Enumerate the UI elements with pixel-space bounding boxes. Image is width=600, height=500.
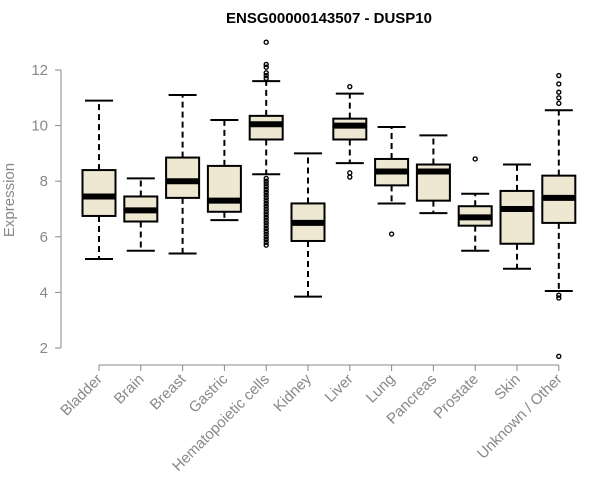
box-group — [290, 152, 326, 298]
outlier-point — [263, 225, 269, 232]
outlier-point — [263, 72, 269, 79]
outlier-point — [263, 189, 269, 196]
x-tick-label: Breast — [147, 370, 190, 413]
outlier-point — [556, 89, 562, 95]
outlier-point — [263, 39, 269, 45]
y-tick-label: 6 — [40, 229, 48, 246]
outlier-point — [263, 186, 269, 193]
x-tick-label: Prostate — [430, 371, 482, 423]
box — [499, 189, 535, 245]
y-tick-label: 10 — [31, 118, 48, 135]
x-tick-label: Bladder — [57, 371, 106, 420]
box-group — [206, 119, 242, 222]
outlier-point — [263, 239, 269, 246]
outlier-point — [263, 222, 269, 229]
outlier-point — [556, 353, 562, 360]
box-group — [165, 94, 201, 255]
outlier-point — [347, 83, 353, 90]
outlier-point — [263, 70, 269, 76]
box-group — [457, 156, 493, 252]
outlier-point — [556, 100, 562, 107]
plot-area — [81, 39, 577, 360]
outlier-point — [263, 236, 269, 243]
box-group — [81, 99, 117, 261]
outlier-point — [263, 217, 269, 223]
box — [81, 169, 117, 217]
box — [206, 164, 242, 213]
outlier-point — [556, 292, 562, 298]
box-group — [415, 134, 451, 215]
outlier-point — [388, 231, 395, 237]
box — [248, 114, 284, 141]
outlier-point — [263, 228, 269, 234]
outlier-point — [263, 178, 269, 184]
outlier-point — [263, 209, 269, 215]
box — [332, 117, 368, 141]
outlier-point — [556, 295, 562, 301]
outlier-point — [263, 242, 269, 248]
outlier-point — [263, 211, 269, 218]
x-tick-label: Brain — [111, 371, 148, 408]
outlier-point — [556, 72, 562, 79]
outlier-point — [263, 231, 269, 237]
x-tick-label: Skin — [491, 371, 524, 404]
box-group — [248, 39, 284, 248]
chart-title: ENSG00000143507 - DUSP10 — [226, 10, 432, 27]
box-group — [332, 83, 368, 180]
x-tick-label: Lung — [363, 371, 399, 407]
outlier-point — [263, 214, 269, 221]
x-tick-label: Kidney — [270, 370, 315, 415]
outlier-point — [472, 156, 478, 162]
box-group — [541, 72, 577, 360]
outlier-point — [347, 170, 353, 176]
outlier-point — [347, 174, 353, 180]
outlier-point — [263, 220, 269, 226]
outlier-point — [263, 234, 269, 240]
outlier-point — [263, 64, 269, 70]
y-tick-label: 12 — [31, 62, 48, 79]
outlier-point — [263, 181, 269, 187]
outlier-point — [263, 200, 269, 207]
box — [165, 156, 201, 199]
y-tick-label: 4 — [40, 284, 48, 301]
outlier-point — [263, 175, 269, 182]
outlier-point — [263, 203, 269, 209]
outlier-point — [263, 75, 269, 82]
box-group — [374, 125, 410, 237]
y-tick-label: 2 — [40, 340, 48, 357]
y-axis-label: Expression — [1, 163, 18, 237]
x-tick-label: Liver — [322, 371, 357, 406]
outlier-point — [263, 184, 269, 190]
outlier-point — [556, 81, 562, 87]
outlier-point — [263, 206, 269, 212]
outlier-point — [263, 195, 269, 201]
outlier-point — [556, 95, 562, 101]
y-axis: 2 4 6 8 10 12 — [31, 62, 62, 357]
y-tick-label: 8 — [40, 173, 48, 190]
outlier-point — [263, 197, 269, 204]
box-group — [123, 177, 159, 252]
outlier-point — [263, 192, 269, 198]
outlier-point — [263, 61, 269, 68]
box-group — [499, 163, 535, 270]
